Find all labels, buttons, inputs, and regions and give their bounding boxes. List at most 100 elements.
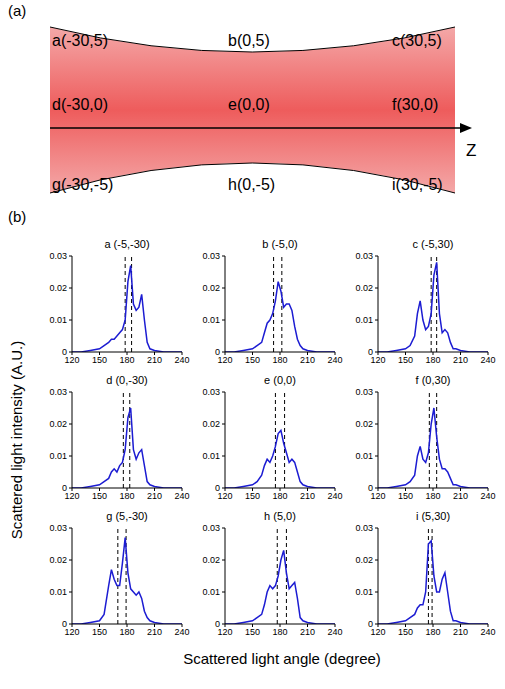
svg-text:b(0,5): b(0,5) [228, 32, 270, 49]
svg-text:180: 180 [119, 491, 134, 501]
svg-text:0: 0 [368, 347, 373, 357]
svg-text:210: 210 [300, 355, 315, 365]
svg-text:0: 0 [62, 483, 67, 493]
svg-text:0.02: 0.02 [202, 555, 220, 565]
svg-text:210: 210 [453, 491, 468, 501]
svg-text:0.02: 0.02 [49, 555, 67, 565]
html-text:Scattered light angle (degree): Scattered light angle (degree) [183, 650, 381, 667]
html-text:c (-5,30): c (-5,30) [412, 238, 454, 250]
svg-text:0.02: 0.02 [355, 283, 373, 293]
svg-text:0.03: 0.03 [49, 252, 67, 261]
svg-text:0.02: 0.02 [49, 283, 67, 293]
svg-text:d(-30,0): d(-30,0) [52, 96, 108, 113]
svg-text:210: 210 [147, 355, 162, 365]
svg-text:240: 240 [327, 491, 342, 501]
svg-text:0.03: 0.03 [49, 388, 67, 397]
html-text:a (-5,-30): a (-5,-30) [104, 238, 150, 250]
svg-text:180: 180 [272, 491, 287, 501]
svg-text:150: 150 [398, 355, 413, 365]
svg-text:0.01: 0.01 [49, 315, 67, 325]
svg-text:240: 240 [174, 355, 189, 365]
html-text:b (-5,0): b (-5,0) [262, 238, 298, 250]
svg-text:0.01: 0.01 [355, 587, 373, 597]
svg-text:a(-30,5): a(-30,5) [52, 32, 108, 49]
svg-text:0.03: 0.03 [202, 388, 220, 397]
html-text:f (0,30): f (0,30) [415, 374, 451, 386]
svg-text:150: 150 [245, 355, 260, 365]
html-text:Scattered light intensity (A.U: Scattered light intensity (A.U.) [7, 340, 25, 540]
svg-text:0: 0 [368, 619, 373, 629]
svg-text:0.02: 0.02 [355, 419, 373, 429]
svg-text:120: 120 [217, 355, 233, 366]
html-text:(b): (b) [8, 208, 27, 225]
svg-text:f(30,0): f(30,0) [392, 96, 438, 113]
svg-text:e(0,0): e(0,0) [228, 96, 270, 113]
svg-text:210: 210 [300, 491, 315, 501]
svg-text:0.03: 0.03 [202, 252, 220, 261]
svg-text:0.03: 0.03 [355, 388, 373, 397]
svg-text:240: 240 [327, 627, 342, 637]
svg-text:g(-30,-5): g(-30,-5) [52, 176, 113, 193]
svg-text:0: 0 [62, 619, 67, 629]
svg-text:0.02: 0.02 [49, 419, 67, 429]
svg-text:0.03: 0.03 [355, 252, 373, 261]
svg-text:0.01: 0.01 [355, 451, 373, 461]
svg-text:0.01: 0.01 [49, 587, 67, 597]
html-text:d (0,-30): d (0,-30) [106, 374, 148, 386]
svg-text:120: 120 [64, 491, 80, 502]
svg-text:210: 210 [147, 627, 162, 637]
svg-text:180: 180 [119, 627, 134, 637]
svg-text:0.01: 0.01 [202, 587, 220, 597]
svg-text:150: 150 [245, 491, 260, 501]
svg-text:0: 0 [215, 483, 220, 493]
svg-text:180: 180 [425, 627, 440, 637]
svg-text:0.02: 0.02 [202, 419, 220, 429]
html-text:i (5,30): i (5,30) [415, 510, 451, 522]
svg-text:0: 0 [215, 619, 220, 629]
svg-text:210: 210 [300, 627, 315, 637]
svg-text:210: 210 [453, 627, 468, 637]
html-text:h (5,0): h (5,0) [264, 510, 296, 522]
svg-text:0.01: 0.01 [202, 451, 220, 461]
svg-text:0.01: 0.01 [49, 451, 67, 461]
svg-text:180: 180 [425, 491, 440, 501]
svg-text:0.03: 0.03 [49, 524, 67, 533]
svg-text:150: 150 [92, 491, 107, 501]
svg-text:180: 180 [425, 355, 440, 365]
svg-text:0: 0 [215, 347, 220, 357]
svg-text:150: 150 [398, 627, 413, 637]
html-text:e (0,0): e (0,0) [264, 374, 296, 386]
svg-text:0.03: 0.03 [202, 524, 220, 533]
svg-text:0: 0 [62, 347, 67, 357]
svg-text:0: 0 [368, 483, 373, 493]
svg-text:0.02: 0.02 [202, 283, 220, 293]
svg-text:(a): (a) [8, 2, 26, 19]
svg-text:0.01: 0.01 [202, 315, 220, 325]
svg-text:0.03: 0.03 [355, 524, 373, 533]
svg-text:0.02: 0.02 [355, 555, 373, 565]
svg-text:0.01: 0.01 [355, 315, 373, 325]
svg-text:180: 180 [272, 627, 287, 637]
svg-text:150: 150 [92, 627, 107, 637]
svg-text:120: 120 [370, 355, 386, 366]
svg-text:240: 240 [480, 355, 495, 365]
svg-text:180: 180 [272, 355, 287, 365]
svg-text:Z: Z [466, 141, 476, 160]
svg-text:150: 150 [245, 627, 260, 637]
svg-text:240: 240 [174, 627, 189, 637]
svg-text:240: 240 [327, 355, 342, 365]
svg-text:240: 240 [480, 491, 495, 501]
svg-text:150: 150 [92, 355, 107, 365]
svg-text:210: 210 [453, 355, 468, 365]
svg-text:240: 240 [480, 627, 495, 637]
svg-text:i(30,-5): i(30,-5) [392, 176, 443, 193]
html-text:g (5,-30): g (5,-30) [106, 510, 148, 522]
svg-text:150: 150 [398, 491, 413, 501]
svg-text:180: 180 [119, 355, 134, 365]
svg-text:c(30,5): c(30,5) [392, 32, 442, 49]
svg-text:h(0,-5): h(0,-5) [228, 176, 275, 193]
svg-text:210: 210 [147, 491, 162, 501]
svg-text:120: 120 [64, 355, 80, 366]
svg-text:120: 120 [217, 491, 233, 502]
svg-text:240: 240 [174, 491, 189, 501]
